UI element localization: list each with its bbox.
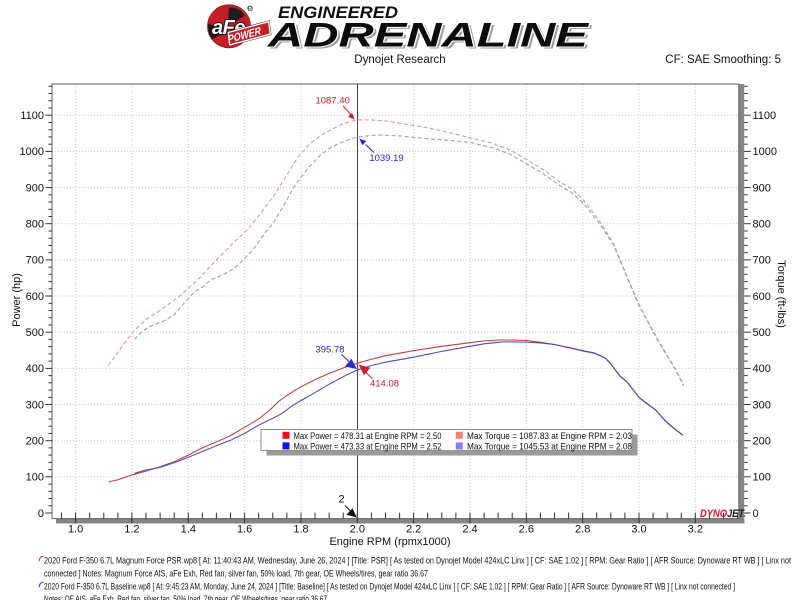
svg-text:900: 900 xyxy=(26,182,44,194)
svg-text:1.8: 1.8 xyxy=(293,524,308,536)
svg-text:500: 500 xyxy=(753,327,771,339)
svg-text:1000: 1000 xyxy=(20,146,44,158)
svg-text:2020 Ford F-350 6.7L Magnum F: 2020 Ford F-350 6.7L Magnum Force PSR.wp… xyxy=(44,556,791,567)
svg-text:2.4: 2.4 xyxy=(462,524,477,536)
svg-text:CF: SAE Smoothing: 5: CF: SAE Smoothing: 5 xyxy=(665,54,781,66)
svg-text:connected ] Notes: Magnum Forc: connected ] Notes: Magnum Force AIS, aFe… xyxy=(44,569,428,580)
svg-text:R: R xyxy=(248,6,252,12)
svg-text:2.2: 2.2 xyxy=(406,524,421,536)
svg-text:1100: 1100 xyxy=(20,110,44,122)
svg-text:300: 300 xyxy=(26,399,44,411)
svg-text:1087.40: 1087.40 xyxy=(315,96,349,107)
svg-text:100: 100 xyxy=(753,472,771,484)
svg-text:3.0: 3.0 xyxy=(631,524,646,536)
svg-text:1100: 1100 xyxy=(753,110,777,122)
svg-text:1.2: 1.2 xyxy=(124,524,139,536)
svg-text:Max Power = 473.33 at Engine R: Max Power = 473.33 at Engine RPM = 2.52 xyxy=(294,441,442,451)
svg-text:2.6: 2.6 xyxy=(519,524,534,536)
svg-text:ENGINEERED: ENGINEERED xyxy=(278,4,398,22)
svg-text:400: 400 xyxy=(26,363,44,375)
svg-text:1.4: 1.4 xyxy=(181,524,196,536)
svg-text:900: 900 xyxy=(753,182,771,194)
svg-text:Power (hp): Power (hp) xyxy=(11,273,23,327)
svg-text:200: 200 xyxy=(26,436,44,448)
svg-text:Notes: OE AIS, aFe Exh, Red f: Notes: OE AIS, aFe Exh, Red fan, silver … xyxy=(44,594,327,600)
svg-text:1.0: 1.0 xyxy=(68,524,83,536)
svg-text:Max Torque = 1045.53 at Engine: Max Torque = 1045.53 at Engine RPM = 2.0… xyxy=(467,441,632,451)
svg-text:800: 800 xyxy=(753,219,771,231)
svg-text:600: 600 xyxy=(26,291,44,303)
svg-text:Dynojet Research: Dynojet Research xyxy=(354,54,445,66)
svg-text:700: 700 xyxy=(26,255,44,267)
svg-text:Max Power = 478.31 at Engine R: Max Power = 478.31 at Engine RPM = 2.50 xyxy=(294,431,442,441)
svg-text:500: 500 xyxy=(26,327,44,339)
svg-text:1.6: 1.6 xyxy=(237,524,252,536)
svg-text:1000: 1000 xyxy=(753,146,777,158)
svg-text:600: 600 xyxy=(753,291,771,303)
svg-text:ADRENALINE: ADRENALINE xyxy=(267,17,590,55)
svg-text:0: 0 xyxy=(753,508,759,520)
svg-text:700: 700 xyxy=(753,255,771,267)
svg-text:100: 100 xyxy=(26,472,44,484)
svg-text:2.0: 2.0 xyxy=(350,524,365,536)
svg-text:300: 300 xyxy=(753,399,771,411)
svg-text:0: 0 xyxy=(38,508,44,520)
svg-text:Engine RPM (rpmx1000): Engine RPM (rpmx1000) xyxy=(329,536,450,548)
svg-text:ADRENALINE: ADRENALINE xyxy=(270,19,593,57)
svg-text:800: 800 xyxy=(26,219,44,231)
svg-text:414.08: 414.08 xyxy=(370,379,399,390)
svg-text:3.2: 3.2 xyxy=(688,524,703,536)
svg-text:Torque (ft-lbs): Torque (ft-lbs) xyxy=(775,260,787,328)
svg-text:200: 200 xyxy=(753,436,771,448)
svg-text:Max Torque = 1087.83 at Engine: Max Torque = 1087.83 at Engine RPM = 2.0… xyxy=(467,431,632,441)
svg-text:395.78: 395.78 xyxy=(315,344,344,355)
svg-text:2.8: 2.8 xyxy=(575,524,590,536)
svg-text:2020 Ford F-350 6.7L Baseline.: 2020 Ford F-350 6.7L Baseline.wp8 [ At: … xyxy=(44,582,735,593)
svg-text:2: 2 xyxy=(338,494,344,506)
svg-text:DYNOJET.: DYNOJET. xyxy=(700,508,746,520)
svg-text:400: 400 xyxy=(753,363,771,375)
svg-text:1039.19: 1039.19 xyxy=(369,153,403,164)
